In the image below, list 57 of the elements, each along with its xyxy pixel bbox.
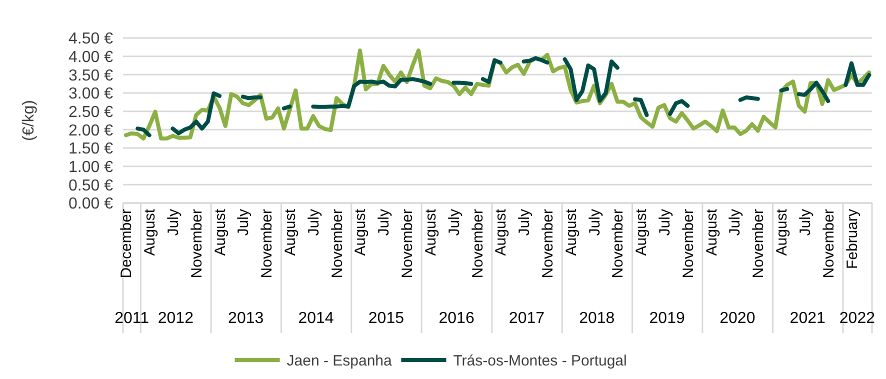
x2-tick-label: 2016: [438, 310, 474, 327]
y-tick-label: 1.00 €: [68, 158, 114, 176]
x-tick-label: August: [633, 208, 650, 256]
x-tick-label: August: [774, 208, 791, 256]
x2-tick-label: 2014: [298, 310, 334, 327]
x-tick-label: July: [516, 208, 534, 236]
x-tick-label: July: [376, 208, 393, 236]
x2-tick-label: 2019: [649, 310, 685, 327]
x-tick-label: November: [469, 209, 486, 278]
x-tick-label: August: [142, 208, 159, 256]
x2-tick-label: 2018: [579, 310, 615, 327]
y-tick-label: 3.00 €: [68, 86, 114, 103]
x-tick-label: August: [703, 208, 720, 256]
x-tick-label: July: [586, 208, 604, 236]
y-tick-label: 2.00 €: [68, 122, 114, 140]
x-tick-label: November: [680, 209, 697, 278]
x2-tick-label: 2021: [790, 310, 826, 327]
y-tick-label: 0.00 €: [68, 196, 114, 213]
x-tick-label: August: [352, 208, 370, 256]
x-tick-label: July: [796, 208, 814, 236]
x-tick-label: November: [820, 209, 838, 278]
x-tick-label: November: [328, 209, 346, 278]
y-tick-label: 2.50 €: [68, 104, 114, 121]
x-tick-label: August: [492, 208, 510, 256]
x-tick-label: July: [726, 208, 744, 236]
x-tick-label: July: [446, 208, 463, 236]
x-tick-label: February: [844, 208, 861, 270]
x-tick-label: August: [562, 208, 580, 256]
x-tick-label: August: [422, 208, 440, 256]
x2-tick-label: 2011: [114, 310, 150, 327]
x-tick-label: August: [282, 208, 300, 256]
y-tick-label: 1.50 €: [68, 140, 114, 158]
x2-tick-label: 2020: [720, 310, 756, 327]
y-tick-label: 0.50 €: [68, 177, 114, 194]
y-tick-label: 4.50 €: [68, 30, 114, 48]
x2-tick-label: 2017: [508, 310, 545, 327]
x-tick-label: December: [118, 209, 136, 278]
x-tick-label: July: [656, 208, 674, 236]
y-tick-label: 3.50 €: [68, 67, 114, 84]
x2-tick-label: 2022: [839, 310, 876, 327]
x-tick-label: November: [750, 209, 768, 278]
y-axis-title: (€/kg): [20, 100, 38, 141]
x-tick-label: November: [188, 209, 206, 278]
legend-label: Trás-os-Montes - Portugal: [453, 352, 627, 370]
x-tick-label: November: [610, 209, 627, 278]
x2-tick-label: 2015: [368, 310, 404, 327]
x-tick-label: November: [258, 209, 276, 278]
x-tick-label: July: [235, 208, 252, 236]
x-tick-label: November: [399, 209, 416, 278]
x-tick-label: November: [539, 209, 556, 278]
x2-tick-label: 2012: [158, 310, 194, 327]
x-tick-label: July: [164, 208, 182, 236]
x2-tick-label: 2013: [228, 310, 264, 327]
y-tick-label: 4.00 €: [68, 48, 114, 66]
x-tick-label: August: [212, 208, 229, 256]
x-tick-label: July: [305, 208, 322, 236]
legend-label: Jaen - Espanha: [286, 352, 393, 370]
